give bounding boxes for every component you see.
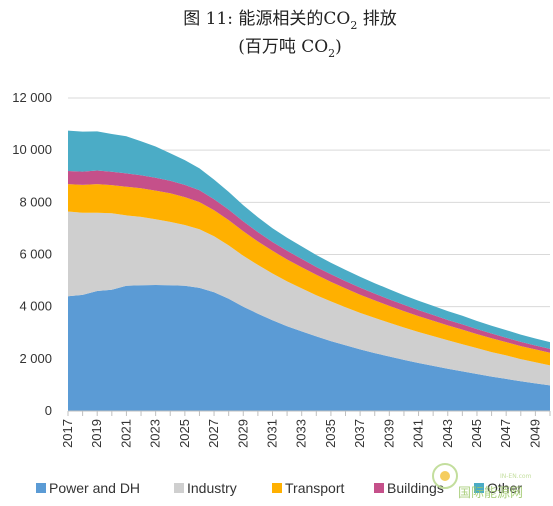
y-axis: 0 2 000 4 000 6 000 8 000 10 000 12 000 bbox=[12, 90, 52, 418]
stacked-areas bbox=[68, 130, 550, 411]
x-tick-label: 2025 bbox=[177, 419, 192, 448]
x-tick-label: 2035 bbox=[323, 419, 338, 448]
legend-label-buildings: Buildings bbox=[387, 480, 444, 496]
legend-label-power-and-dh: Power and DH bbox=[49, 480, 140, 496]
area-other bbox=[68, 130, 550, 349]
x-tick-label: 2043 bbox=[440, 419, 455, 448]
legend-swatch-transport bbox=[272, 483, 282, 493]
y-tick-label: 12 000 bbox=[12, 90, 52, 105]
area-industry bbox=[68, 211, 550, 386]
x-tick-label: 2037 bbox=[352, 419, 367, 448]
x-tick-label: 2029 bbox=[235, 419, 250, 448]
legend-label-transport: Transport bbox=[285, 480, 345, 496]
legend-swatch-buildings bbox=[374, 483, 384, 493]
chart-title: 图 11: 能源相关的CO2 排放 bbox=[183, 9, 397, 32]
y-tick-label: 4 000 bbox=[19, 299, 52, 314]
x-tick-label: 2049 bbox=[527, 419, 542, 448]
legend-label-other: Other bbox=[487, 480, 522, 496]
x-tick-label: 2023 bbox=[148, 419, 163, 448]
x-tick-label: 2021 bbox=[118, 419, 133, 448]
x-tick-label: 2033 bbox=[294, 419, 309, 448]
watermark: IN-EN.com 国际能源网 bbox=[432, 463, 532, 501]
x-tick-label: 2017 bbox=[60, 419, 75, 448]
x-tick-label: 2031 bbox=[264, 419, 279, 448]
y-tick-label: 2 000 bbox=[19, 351, 52, 366]
watermark-small-text: IN-EN.com bbox=[500, 473, 532, 480]
x-tick-label: 2039 bbox=[381, 419, 396, 448]
legend-swatch-power-and-dh bbox=[36, 483, 46, 493]
area-power-and-dh bbox=[68, 285, 550, 411]
x-tick-label: 2045 bbox=[469, 419, 484, 448]
legend-label-industry: Industry bbox=[187, 480, 237, 496]
x-axis: 2017 2019 2021 2023 2025 2027 2029 2031 2033 2035… bbox=[60, 410, 551, 448]
y-tick-label: 6 000 bbox=[19, 247, 52, 262]
y-tick-label: 8 000 bbox=[19, 194, 52, 209]
watermark-text: 国际能源网 bbox=[458, 486, 523, 501]
chart-subtitle: (百万吨 CO2) bbox=[238, 37, 342, 60]
area-transport bbox=[68, 184, 550, 366]
legend-swatch-other bbox=[474, 483, 484, 493]
legend: Power and DH Industry Transport Buildings Ot… bbox=[36, 480, 522, 496]
x-tick-label: 2019 bbox=[89, 419, 104, 448]
x-tick-label: 2047 bbox=[498, 419, 513, 448]
legend-swatch-industry bbox=[174, 483, 184, 493]
x-tick-label: 2027 bbox=[206, 419, 221, 448]
watermark-logo-icon bbox=[432, 463, 458, 489]
y-tick-label: 0 bbox=[45, 403, 52, 418]
x-tick-label: 2041 bbox=[411, 419, 426, 448]
y-tick-label: 10 000 bbox=[12, 142, 52, 157]
